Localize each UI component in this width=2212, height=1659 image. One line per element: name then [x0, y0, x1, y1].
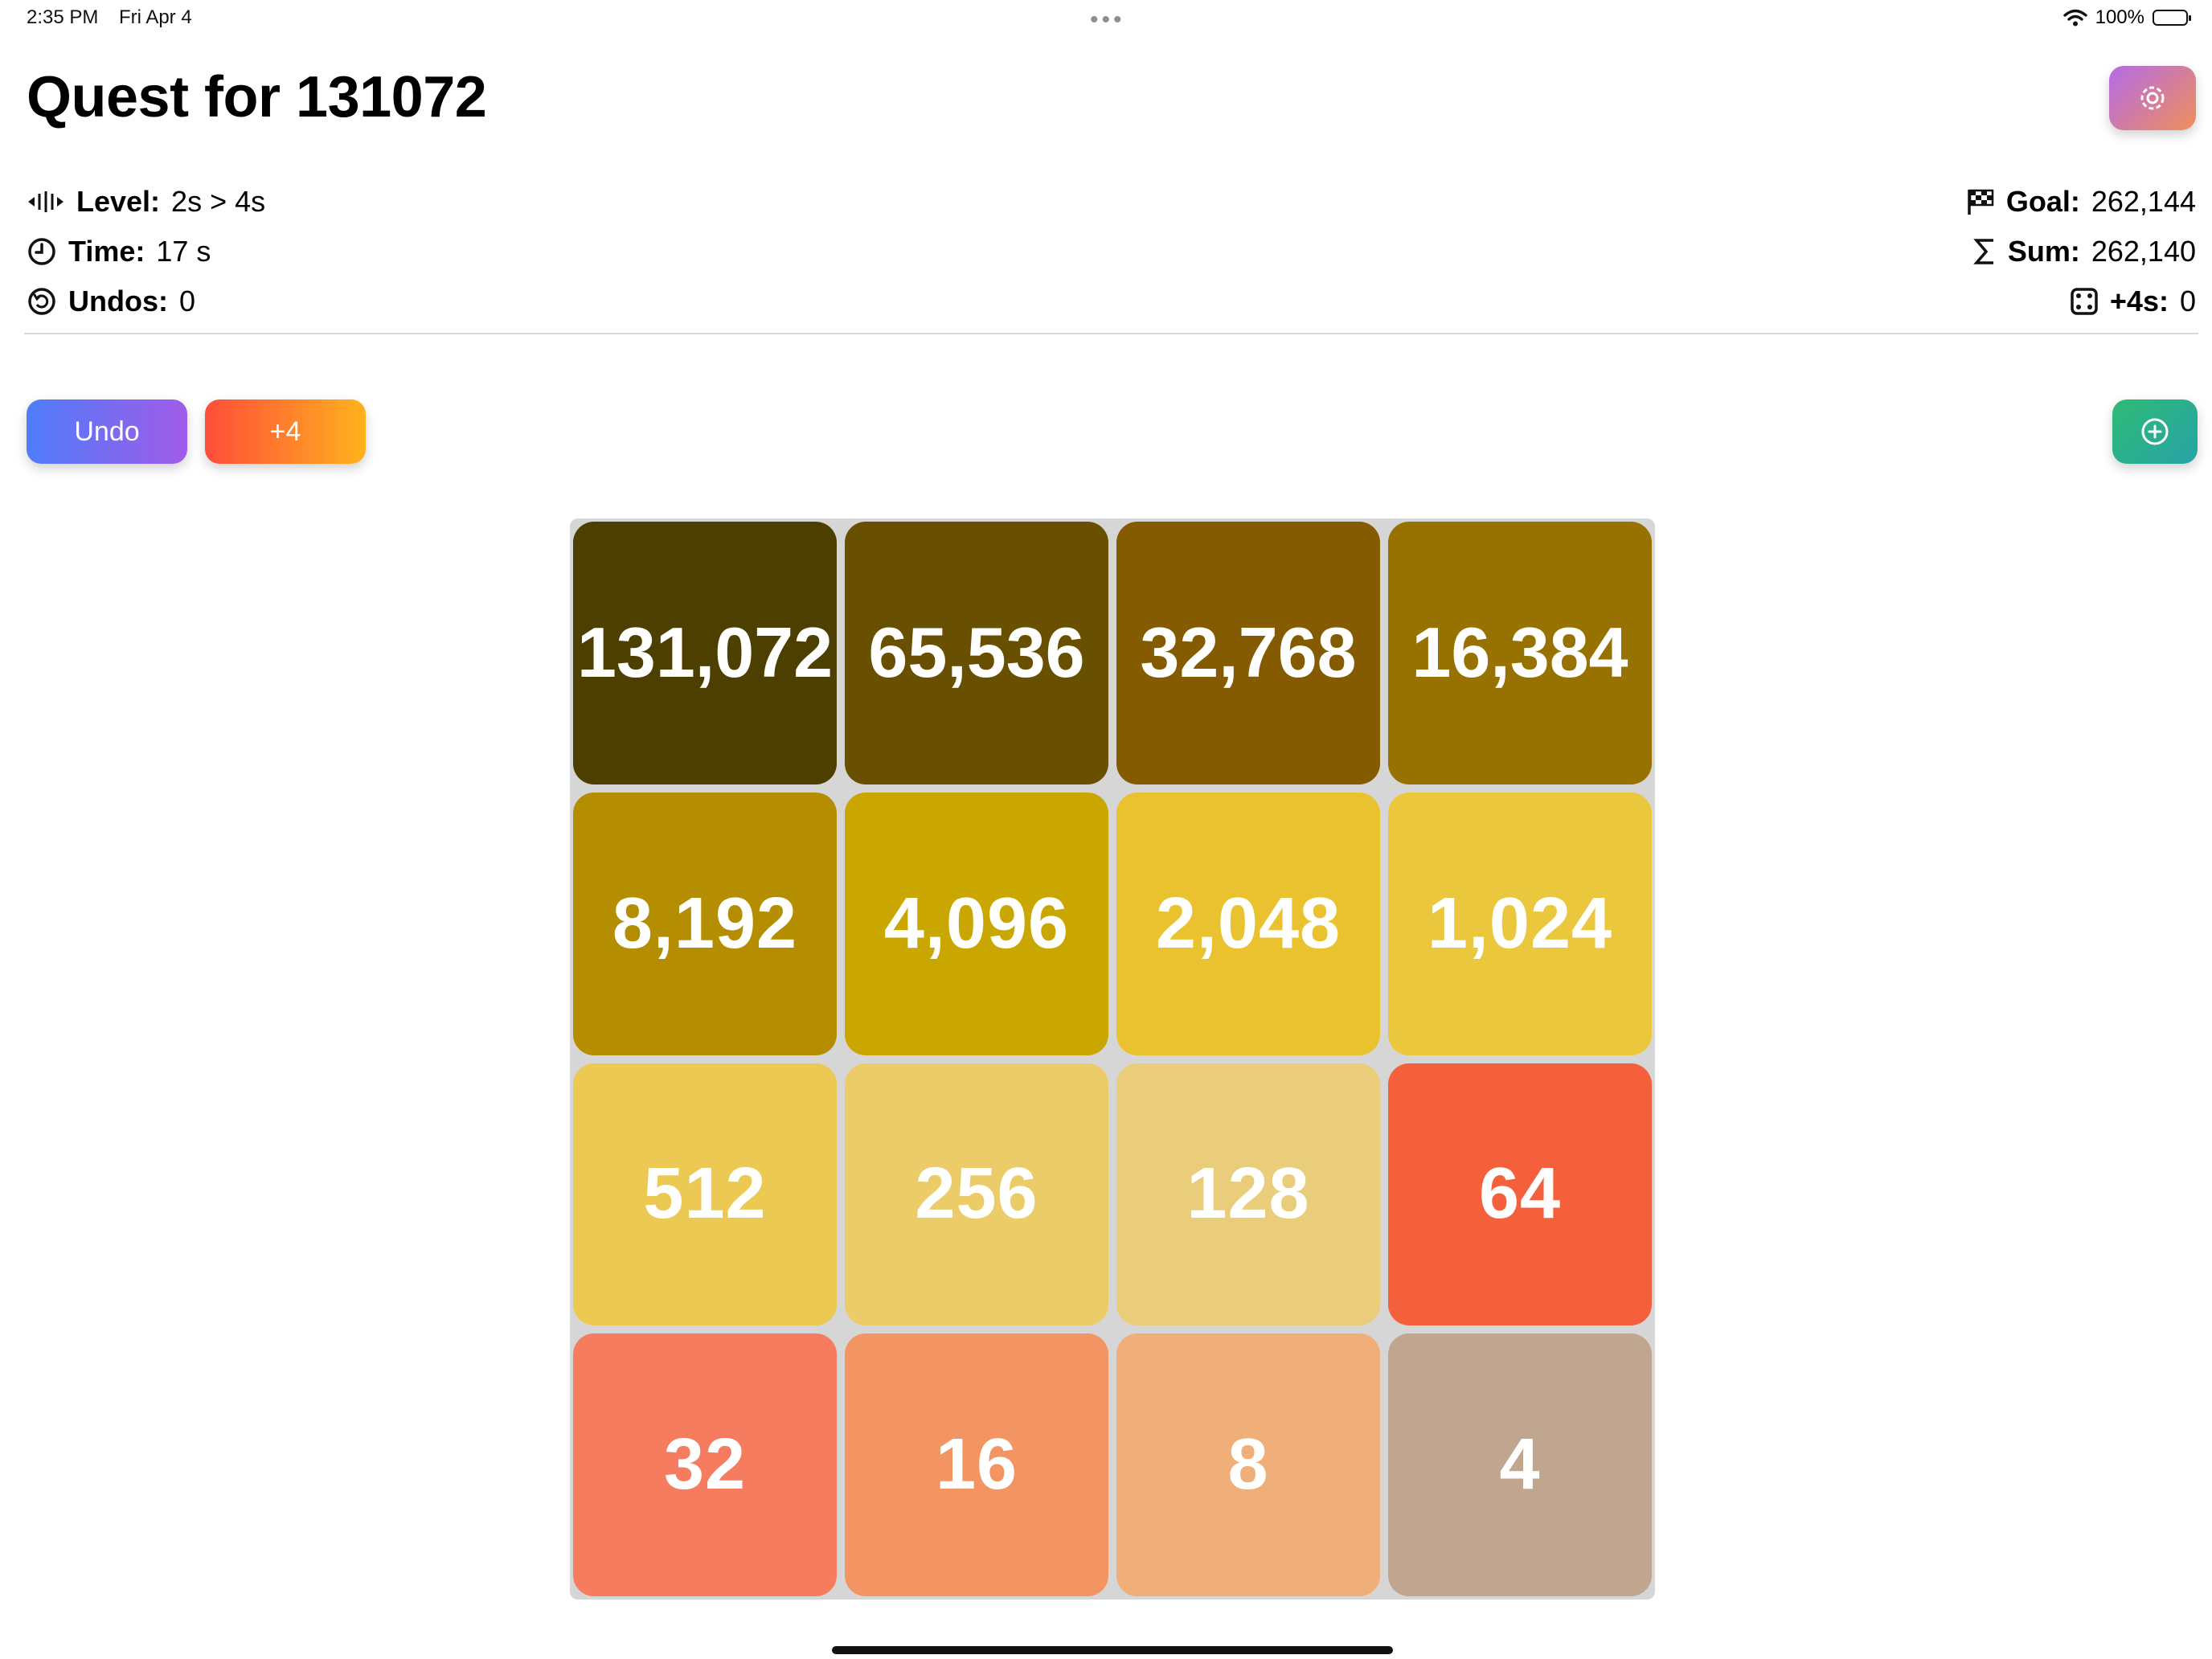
- new-game-button[interactable]: [2112, 399, 2198, 464]
- tile: 16,384: [1388, 522, 1652, 784]
- status-date: Fri Apr 4: [119, 6, 192, 28]
- plus4s-value: 0: [2179, 285, 2196, 317]
- page-title: Quest for 131072: [27, 65, 487, 129]
- wifi-icon: [2062, 9, 2087, 27]
- tile: 32: [573, 1333, 837, 1596]
- divider: [24, 333, 2198, 334]
- tile: 4,096: [845, 792, 1108, 1055]
- tile: 256: [845, 1063, 1108, 1326]
- undo-circle-icon: [27, 286, 57, 317]
- tile: 512: [573, 1063, 837, 1326]
- game-board[interactable]: 131,072 65,536 32,768 16,384 8,192 4,096…: [570, 518, 1655, 1600]
- status-right: 100%: [2062, 6, 2191, 29]
- sum-label: Sum:: [2007, 235, 2080, 268]
- tile: 8,192: [573, 792, 837, 1055]
- plus-circle-icon: [2140, 416, 2170, 447]
- status-time: 2:35 PM: [27, 6, 99, 28]
- settings-button[interactable]: [2109, 66, 2196, 130]
- checkered-flag-icon: [1966, 187, 1995, 216]
- plus4s-stat: +4s: 0: [2070, 281, 2196, 322]
- plus4s-label: +4s:: [2109, 285, 2169, 317]
- dice-icon: [2070, 287, 2099, 316]
- battery-percent: 100%: [2095, 6, 2144, 28]
- time-stat: Time: 17 s: [27, 231, 211, 272]
- home-indicator[interactable]: [832, 1646, 1393, 1654]
- clock-icon: [27, 236, 57, 267]
- time-label: Time:: [68, 235, 145, 268]
- tile: 2,048: [1116, 792, 1380, 1055]
- gear-icon: [2136, 82, 2169, 114]
- tile: 128: [1116, 1063, 1380, 1326]
- multitasking-dots-icon[interactable]: •••: [1090, 6, 1125, 33]
- sum-stat: Sum: 262,140: [1972, 231, 2196, 272]
- sum-value: 262,140: [2091, 235, 2196, 268]
- tile: 1,024: [1388, 792, 1652, 1055]
- undo-button[interactable]: Undo: [27, 399, 187, 464]
- level-label: Level:: [76, 185, 161, 218]
- time-value: 17 s: [156, 235, 211, 268]
- undos-stat: Undos: 0: [27, 281, 195, 322]
- battery-icon: [2153, 10, 2191, 26]
- sigma-icon: [1972, 237, 1997, 266]
- level-arrows-icon: [27, 190, 65, 214]
- goal-value: 262,144: [2091, 185, 2196, 218]
- undos-label: Undos:: [68, 285, 168, 317]
- tile: 16: [845, 1333, 1108, 1596]
- tile: 131,072: [573, 522, 837, 784]
- tile: 65,536: [845, 522, 1108, 784]
- tile: 8: [1116, 1333, 1380, 1596]
- goal-label: Goal:: [2005, 185, 2080, 218]
- undos-value: 0: [178, 285, 196, 317]
- tile: 4: [1388, 1333, 1652, 1596]
- tile: 64: [1388, 1063, 1652, 1326]
- level-value: 2s > 4s: [171, 185, 266, 218]
- goal-stat: Goal: 262,144: [1966, 182, 2196, 222]
- plus4-button[interactable]: +4: [205, 399, 366, 464]
- level-stat: Level: 2s > 4s: [27, 182, 265, 222]
- tile: 32,768: [1116, 522, 1380, 784]
